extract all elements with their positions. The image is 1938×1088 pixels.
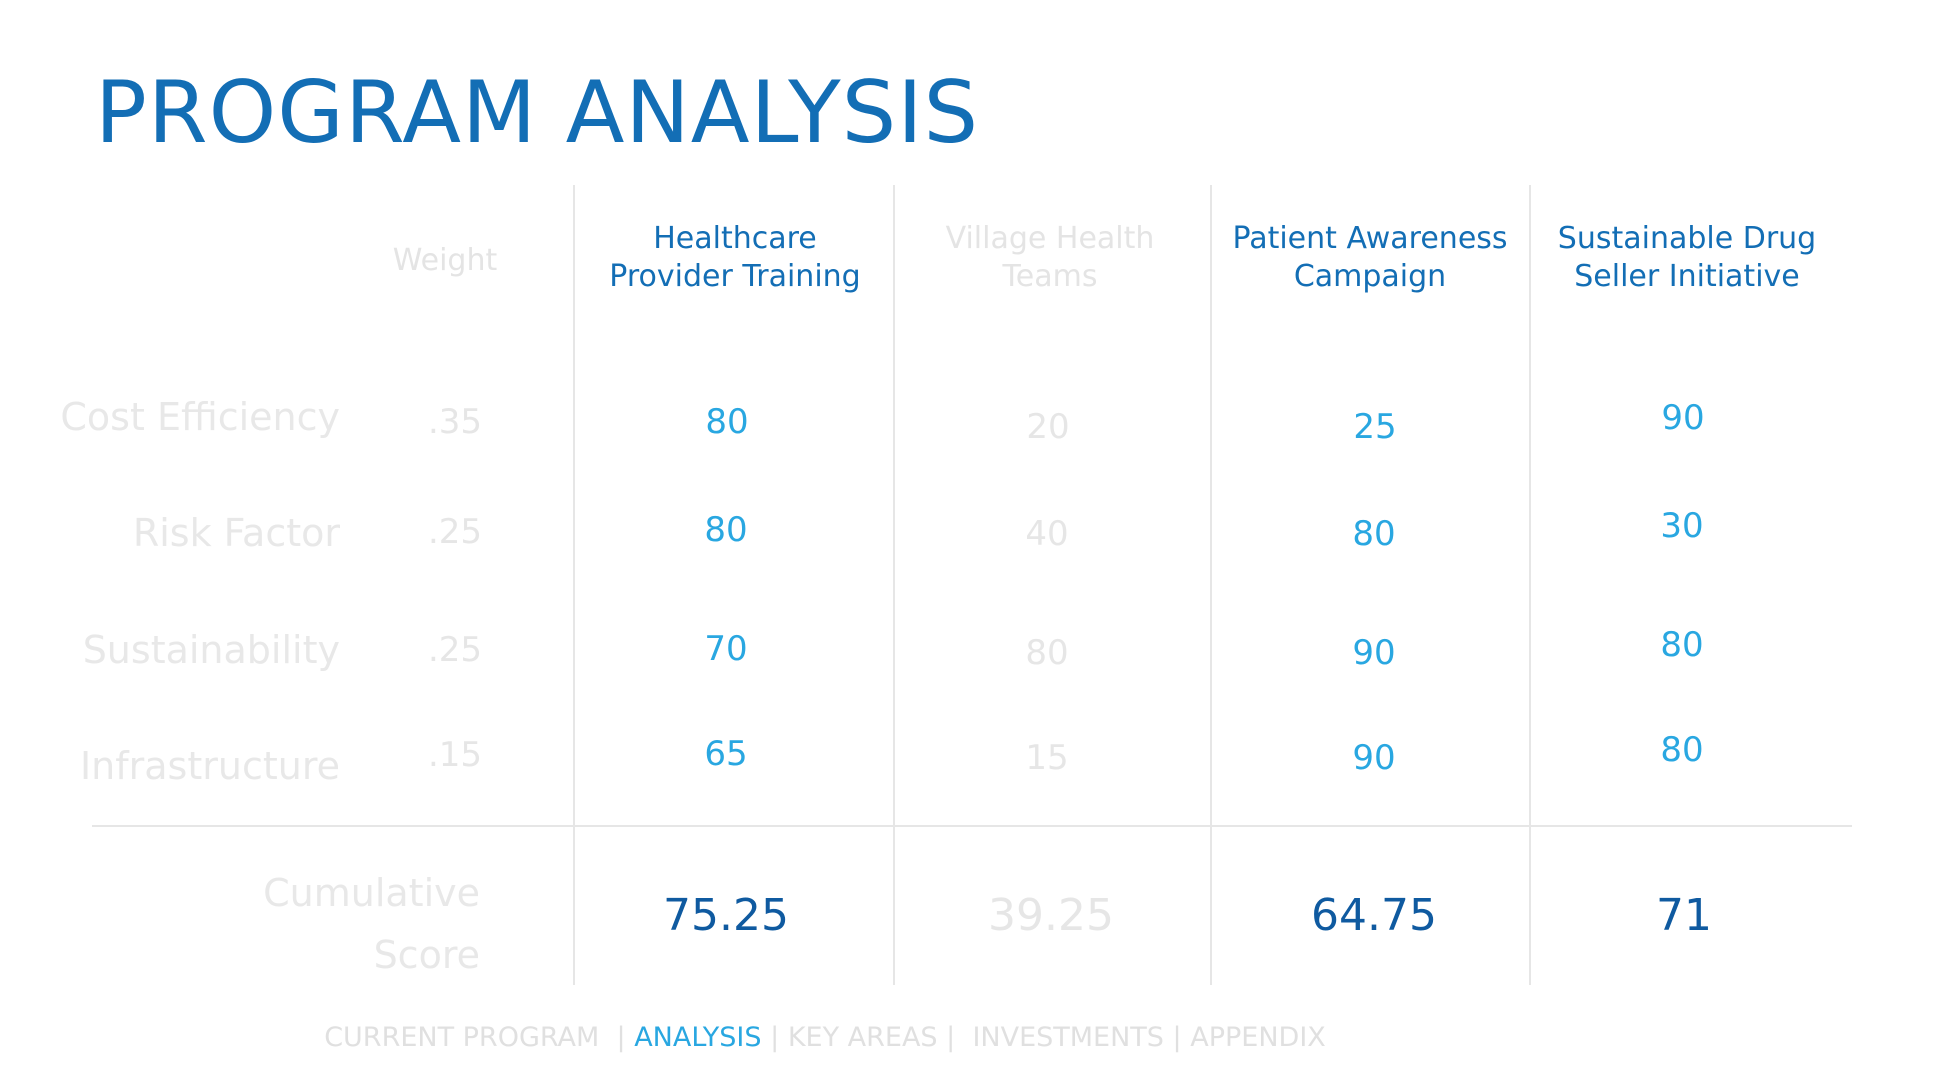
weight-infrastructure: .15 <box>427 735 483 775</box>
score-village: 39.25 <box>988 890 1114 941</box>
cell-risk-factor-patient: 80 <box>1352 514 1396 554</box>
column-header-line: Healthcare <box>653 221 817 256</box>
cell-infrastructure-village: 15 <box>1025 738 1069 778</box>
weight-cost-efficiency: .35 <box>427 402 483 442</box>
column-header-line: Teams <box>1002 259 1098 294</box>
column-divider <box>1210 185 1212 985</box>
column-divider <box>1529 185 1531 985</box>
column-header-village-health-teams: Village Health Teams <box>890 220 1210 296</box>
cell-sustainability-patient: 90 <box>1352 633 1396 673</box>
column-divider <box>573 185 575 985</box>
nav-appendix[interactable]: APPENDIX <box>1190 1022 1326 1053</box>
row-label-risk-factor: Risk Factor <box>132 511 340 555</box>
nav-separator: | <box>616 1022 626 1053</box>
cell-infrastructure-sustainable: 80 <box>1660 730 1704 770</box>
cell-risk-factor-healthcare: 80 <box>704 510 748 550</box>
weight-risk-factor: .25 <box>427 512 483 552</box>
column-header-sustainable-drug-seller-initiative: Sustainable Drug Seller Initiative <box>1527 220 1847 296</box>
nav-separator: | <box>770 1022 780 1053</box>
score-sustainable: 71 <box>1656 890 1712 941</box>
column-header-line: Village Health <box>945 221 1155 256</box>
cell-cost-efficiency-patient: 25 <box>1353 407 1397 447</box>
nav-key-areas[interactable]: KEY AREAS <box>787 1022 938 1053</box>
score-healthcare: 75.25 <box>663 890 789 941</box>
cell-infrastructure-patient: 90 <box>1352 738 1396 778</box>
cell-sustainability-healthcare: 70 <box>704 629 748 669</box>
cell-cost-efficiency-healthcare: 80 <box>705 402 749 442</box>
cell-cost-efficiency-village: 20 <box>1026 407 1070 447</box>
column-header-line: Patient Awareness <box>1232 221 1508 256</box>
row-label-cost-efficiency: Cost Efficiency <box>60 395 340 439</box>
nav-separator: | <box>1172 1022 1182 1053</box>
row-divider <box>92 825 1852 827</box>
column-header-patient-awareness-campaign: Patient Awareness Campaign <box>1210 220 1530 296</box>
cell-sustainability-village: 80 <box>1025 633 1069 673</box>
nav-separator: | <box>946 1022 956 1053</box>
column-header-line: Seller Initiative <box>1574 259 1800 294</box>
cumulative-label-line: Cumulative <box>263 871 480 915</box>
weight-header: Weight <box>392 243 498 278</box>
footer-nav: CURRENT PROGRAM | ANALYSIS | KEY AREAS |… <box>0 1022 1650 1053</box>
column-header-line: Campaign <box>1293 259 1447 294</box>
row-label-sustainability: Sustainability <box>82 628 340 672</box>
score-patient: 64.75 <box>1311 890 1437 941</box>
row-label-infrastructure: Infrastructure <box>79 744 340 788</box>
cumulative-score-label: Cumulative Score <box>180 862 480 986</box>
weight-sustainability: .25 <box>427 630 483 670</box>
nav-current-program[interactable]: CURRENT PROGRAM <box>324 1022 600 1053</box>
cell-sustainability-sustainable: 80 <box>1660 625 1704 665</box>
cumulative-label-line: Score <box>373 933 480 977</box>
column-header-line: Sustainable Drug <box>1557 221 1817 256</box>
column-divider <box>893 185 895 985</box>
cell-infrastructure-healthcare: 65 <box>704 734 748 774</box>
cell-cost-efficiency-sustainable: 90 <box>1661 398 1705 438</box>
cell-risk-factor-village: 40 <box>1025 514 1069 554</box>
column-header-line: Provider Training <box>609 259 861 294</box>
column-header-healthcare-provider-training: Healthcare Provider Training <box>575 220 895 296</box>
page-title: PROGRAM ANALYSIS <box>95 63 980 163</box>
cell-risk-factor-sustainable: 30 <box>1660 506 1704 546</box>
nav-analysis[interactable]: ANALYSIS <box>634 1022 762 1053</box>
nav-investments[interactable]: INVESTMENTS <box>972 1022 1164 1053</box>
